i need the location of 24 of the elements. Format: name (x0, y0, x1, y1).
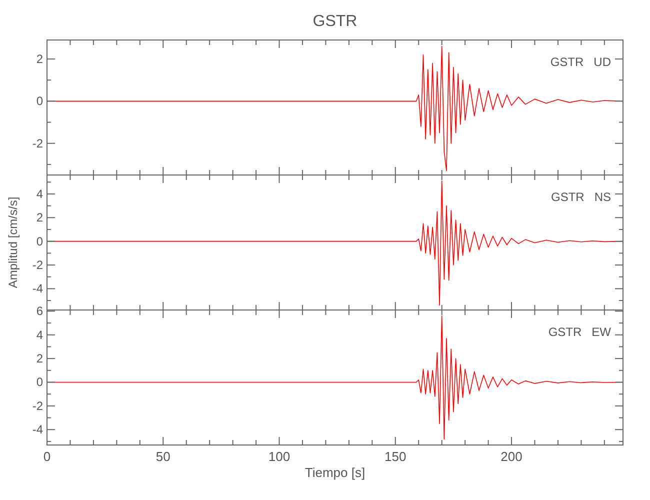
x-axis-title: Tiempo [s] (304, 465, 366, 480)
annotation: GSTR EW (548, 325, 612, 339)
y-tick-label: -4 (32, 422, 44, 437)
y-tick-label: 2 (36, 52, 44, 66)
y-tick-label: 0 (36, 94, 44, 108)
y-tick-label: 0 (36, 234, 44, 248)
annotation: GSTR UD (550, 55, 612, 69)
y-tick-label: -2 (32, 258, 44, 272)
y-tick-label: -4 (32, 282, 44, 296)
x-tick-label: 50 (156, 449, 170, 464)
y-tick-label: -2 (32, 136, 44, 150)
x-tick-label: 150 (384, 449, 406, 464)
y-tick-label: 4 (36, 186, 44, 201)
x-tick-label: 200 (500, 449, 522, 464)
annotation: GSTR NS (550, 190, 611, 204)
y-tick-label: 4 (36, 328, 44, 342)
chart-title: GSTR (312, 13, 358, 30)
x-tick-label: 100 (268, 449, 290, 464)
y-tick-label: -2 (32, 398, 44, 413)
y-tick-label: 6 (36, 304, 44, 318)
y-axis-title: Amplitud [cm/s/s] (6, 196, 20, 288)
y-tick-label: 2 (36, 352, 44, 366)
y-tick-label: 0 (36, 375, 44, 390)
y-tick-label: 2 (36, 210, 44, 225)
